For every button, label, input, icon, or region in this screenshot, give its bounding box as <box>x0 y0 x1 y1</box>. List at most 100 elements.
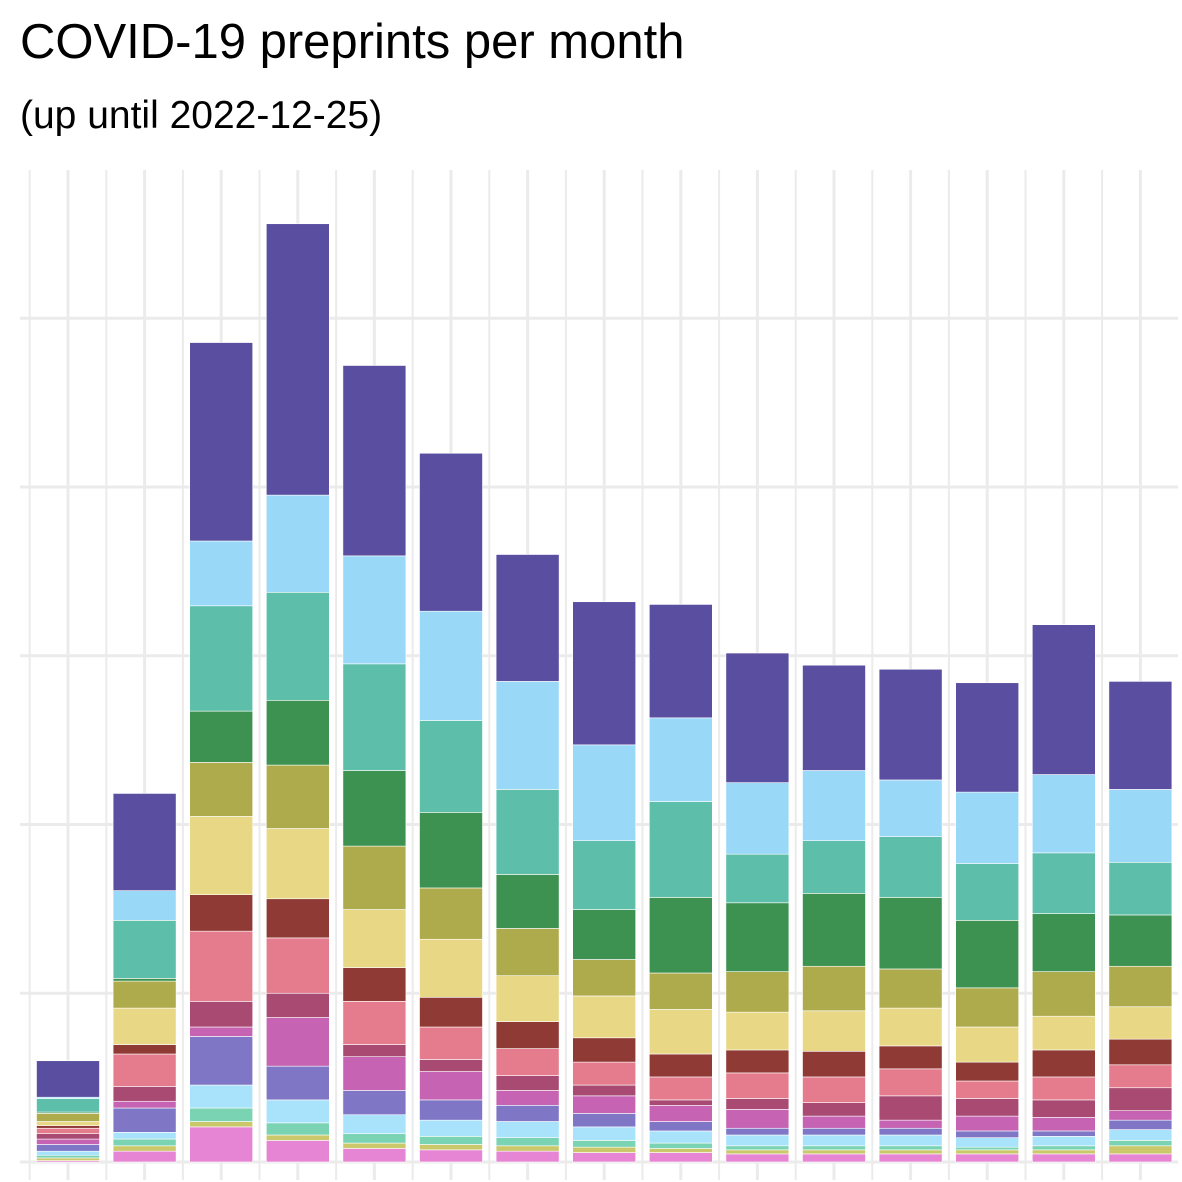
bar-segment <box>572 744 637 841</box>
bar-segment <box>802 965 866 1012</box>
bar-segment <box>495 1121 560 1139</box>
bar-segment <box>419 887 483 940</box>
chart-subtitle: (up until 2022-12-25) <box>20 94 383 137</box>
bar-segment <box>878 1119 943 1129</box>
bar-segment <box>878 668 943 781</box>
bar-segment <box>112 1044 177 1055</box>
bar-segment <box>495 1021 560 1049</box>
bar-segment <box>419 1026 483 1060</box>
bar-segment <box>572 840 637 910</box>
bar-segment <box>955 1061 1020 1082</box>
bar-segment <box>112 1100 177 1109</box>
bar-segment <box>955 1026 1020 1063</box>
bar-segment <box>1032 1145 1096 1151</box>
bar-segment <box>342 770 407 847</box>
bar-segment <box>802 1051 866 1078</box>
chart-title: COVID-19 preprints per month <box>20 15 685 69</box>
bar-segment <box>572 995 637 1039</box>
bar-segment <box>342 555 407 665</box>
bar-segment <box>1032 913 1096 972</box>
bar-segment <box>1032 1076 1096 1101</box>
bar-segment <box>955 1137 1020 1148</box>
bar-segment <box>1032 1136 1096 1147</box>
bar-segment <box>189 1084 253 1109</box>
bar-segment <box>419 1144 483 1151</box>
bar-segment <box>342 1148 407 1163</box>
bar-segment <box>955 987 1020 1028</box>
bar-segment <box>265 764 330 829</box>
bar-segment <box>265 992 330 1018</box>
bar-segment <box>419 452 483 612</box>
bar-segment <box>112 1086 177 1102</box>
bar-segment <box>648 1130 713 1144</box>
bar-segment <box>265 1140 330 1163</box>
bar-segment <box>648 897 713 974</box>
bar-segment <box>955 1098 1020 1117</box>
bar-segment <box>955 791 1020 864</box>
bar-segment <box>572 1152 637 1163</box>
bar-segment <box>36 1154 100 1159</box>
bar-segment <box>342 909 407 968</box>
bar-segment <box>725 1011 790 1051</box>
bar-segment <box>802 1102 866 1117</box>
bar-segment <box>572 1061 637 1086</box>
bar-segment <box>648 1076 713 1101</box>
bar-segment <box>1032 1099 1096 1118</box>
bar-segment <box>725 782 790 855</box>
bar-segment <box>1032 624 1096 775</box>
bar-segment <box>878 1134 943 1147</box>
bar-segment <box>36 1127 100 1134</box>
bar-segment <box>878 1045 943 1070</box>
bar-segment <box>112 1132 177 1140</box>
bar-segment <box>1032 1130 1096 1137</box>
bar-segment <box>648 972 713 1010</box>
bar-segment <box>878 836 943 898</box>
bar-segment <box>572 601 637 746</box>
bar-segment <box>802 893 866 967</box>
bar-segment <box>572 909 637 960</box>
bar-segment <box>189 762 253 817</box>
bar-segment <box>342 1133 407 1144</box>
bar-segment <box>955 863 1020 921</box>
bar-segment <box>419 996 483 1028</box>
bar-segment <box>955 1130 1020 1138</box>
bar-segment <box>189 1001 253 1028</box>
bar-segment <box>878 897 943 970</box>
bar-segment <box>36 1157 100 1161</box>
bar-segment <box>648 1053 713 1078</box>
bar-segment <box>955 1149 1020 1155</box>
bar-segment <box>878 968 943 1009</box>
bar-segment <box>495 554 560 682</box>
bar-segment <box>572 1037 637 1063</box>
bar-segment <box>1108 1064 1173 1089</box>
bar-segment <box>955 1153 1020 1163</box>
bar-segment <box>495 1090 560 1106</box>
bar-segment <box>189 605 253 712</box>
bar-segment <box>36 1098 100 1113</box>
bar-segment <box>419 1071 483 1101</box>
bar-segment <box>648 1152 713 1163</box>
bar-segment <box>419 812 483 889</box>
bar-segment <box>1032 1117 1096 1132</box>
bar-segment <box>495 681 560 790</box>
bar-segment <box>265 591 330 701</box>
bar-segment <box>725 652 790 783</box>
bar-segment <box>36 1060 100 1098</box>
bar-segment <box>802 1010 866 1052</box>
bar-segment <box>419 1136 483 1145</box>
bar-segment <box>495 1048 560 1076</box>
bar-segment <box>1032 1015 1096 1051</box>
bar-segment <box>648 1105 713 1122</box>
bar-segment <box>1108 1145 1173 1155</box>
bar-segment <box>878 1095 943 1121</box>
bar-segment <box>648 801 713 898</box>
bar-segment <box>725 971 790 1013</box>
bar-segment <box>1032 1049 1096 1078</box>
bar-segment <box>725 1134 790 1147</box>
bar-segment <box>725 1149 790 1155</box>
bar-segment <box>342 845 407 910</box>
bar-segment <box>955 920 1020 989</box>
bar-segment <box>112 978 177 982</box>
bar-segment <box>1108 1087 1173 1112</box>
